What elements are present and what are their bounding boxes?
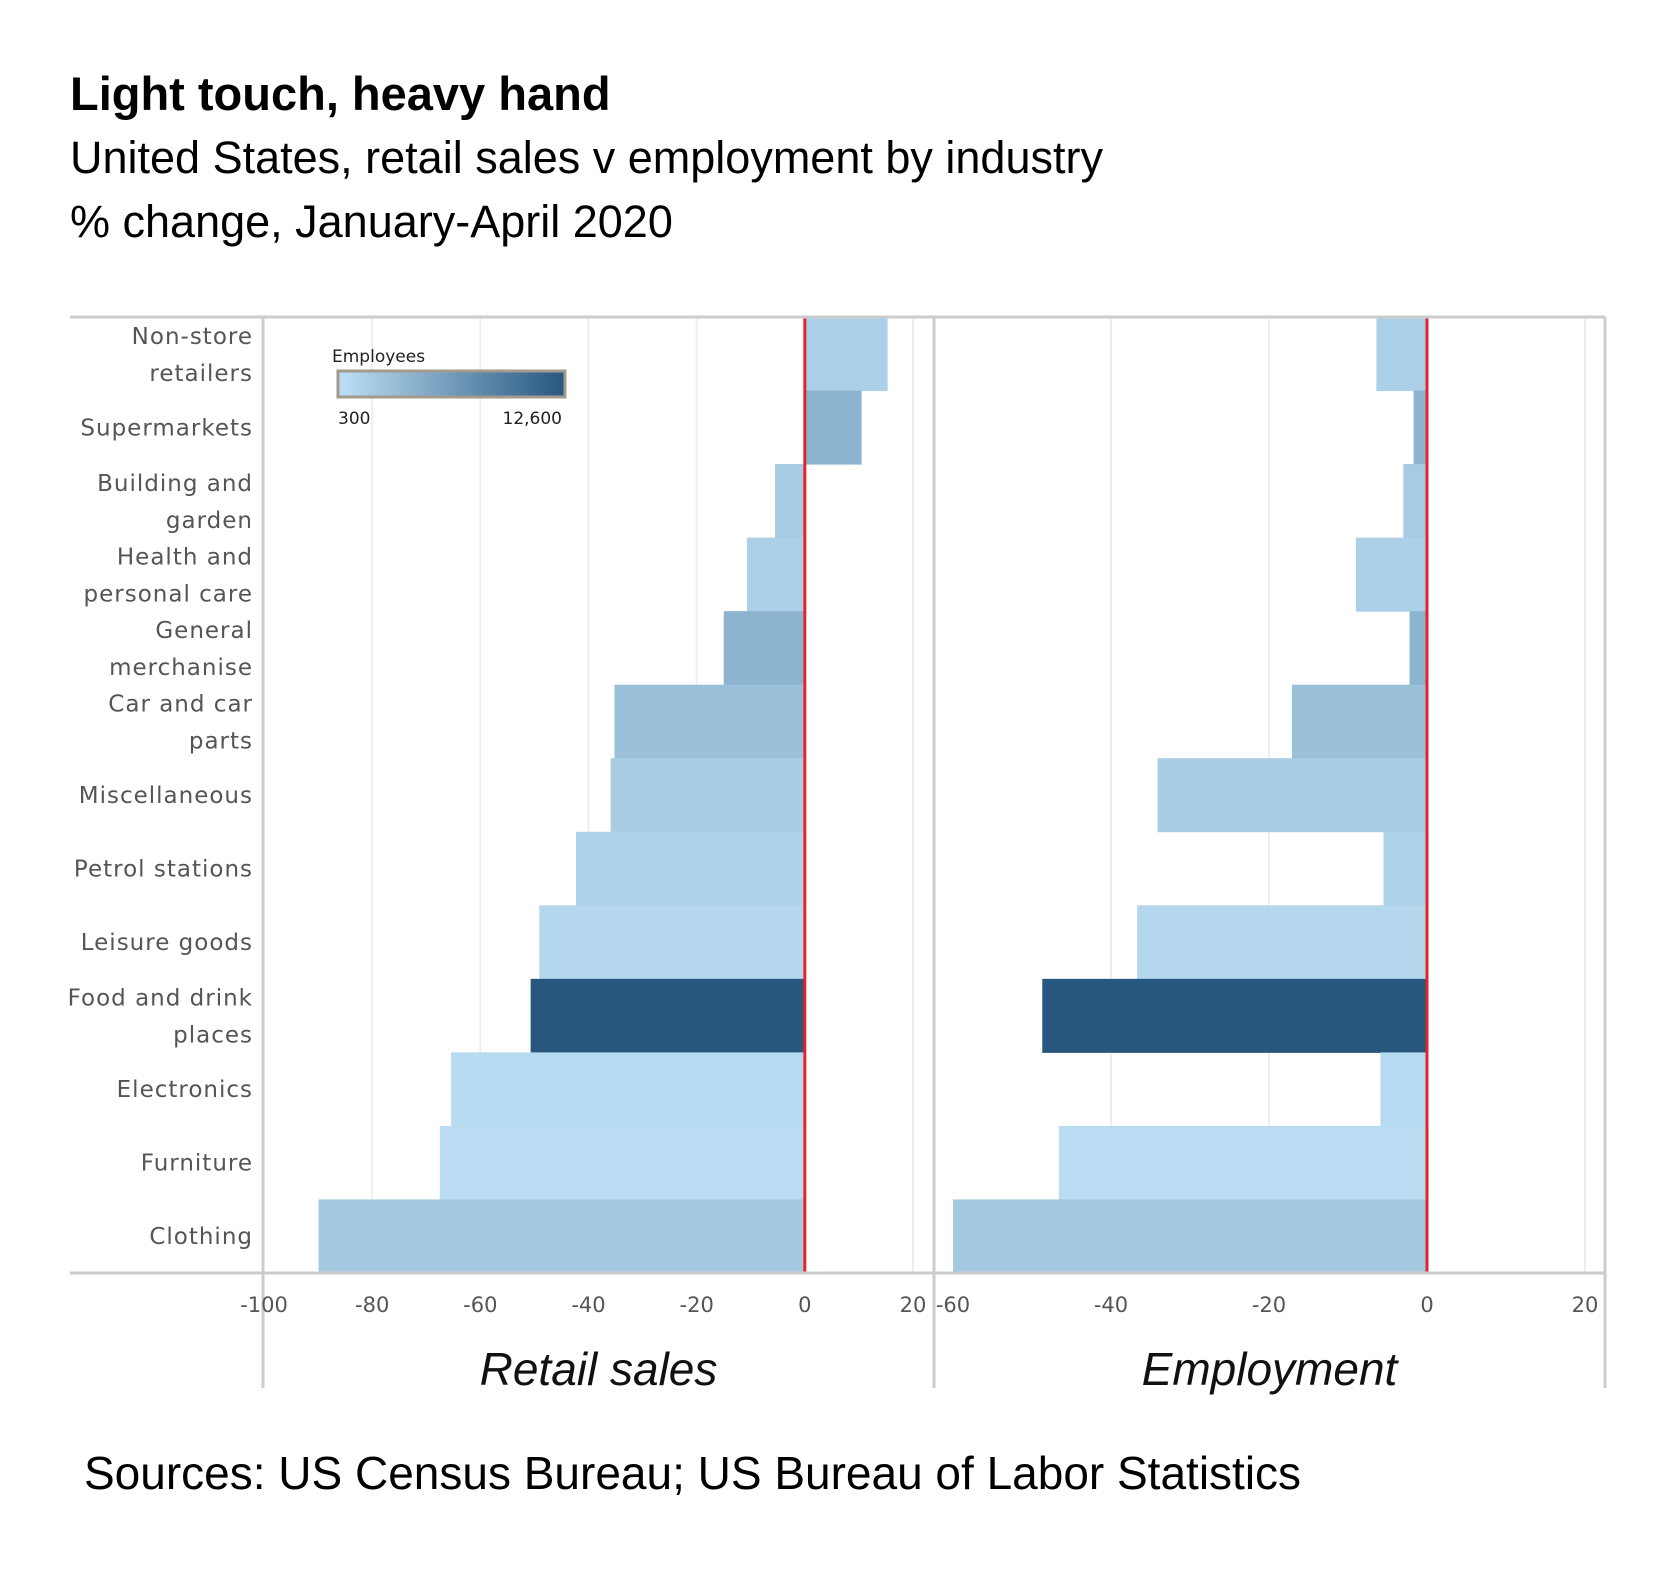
category-labels: Non-store retailers Supermarkets Building a… [68, 324, 253, 1250]
x-tick-label: -60 [936, 1293, 970, 1317]
x-tick-label: -40 [571, 1293, 605, 1317]
bar-employment [1380, 1052, 1427, 1127]
category-label: Leisure goods [81, 930, 253, 956]
chart-source: Sources: US Census Bureau; US Bureau of … [84, 1447, 1302, 1499]
zero-lines [803, 317, 1429, 1273]
bar-employment [1042, 978, 1427, 1053]
x-tick-label: -100 [240, 1293, 288, 1317]
x-tick-label: -20 [680, 1293, 714, 1317]
x-tick-label: 20 [900, 1293, 927, 1317]
legend-gradient-bar [336, 369, 567, 399]
axis-ticks: -100 -80 -60 -40 -20 0 20 -60 -40 -20 0 20 [240, 1293, 1598, 1317]
bar-retail-sales [723, 611, 805, 686]
bar-retail-sales [439, 1125, 805, 1200]
category-label: Petrol stations [74, 857, 253, 883]
bar-employment [1413, 390, 1427, 465]
bar-retail-sales [804, 317, 888, 392]
panel-label: Employment [1142, 1343, 1400, 1395]
legend-max-label: 12,600 [503, 409, 562, 429]
legend-min-label: 300 [338, 409, 370, 429]
bar-employment [1291, 684, 1427, 759]
category-label: Miscellaneous [79, 783, 253, 809]
color-legend: Employees 300 12,600 [332, 347, 567, 429]
category-label: Clothing [149, 1224, 253, 1250]
category-label: Building and garden [97, 471, 253, 534]
bar-employment [1403, 464, 1427, 539]
x-tick-label: -60 [463, 1293, 497, 1317]
panel-label: Retail sales [480, 1343, 718, 1395]
x-tick-label: 0 [1420, 1293, 1433, 1317]
category-label: Health and personal care [84, 544, 253, 607]
bar-retail-sales [610, 758, 805, 833]
bar-retail-sales [451, 1052, 805, 1127]
category-label: Non-store retailers [132, 324, 253, 387]
bar-employment [1383, 831, 1427, 906]
bar-employment [1157, 758, 1427, 833]
chart-frame [70, 315, 1607, 1388]
category-label: Furniture [141, 1151, 253, 1177]
bar-employment [1058, 1125, 1427, 1200]
x-tick-label: -20 [1252, 1293, 1286, 1317]
x-tick-label: 0 [798, 1293, 811, 1317]
legend-title: Employees [332, 347, 425, 367]
x-tick-label: 20 [1572, 1293, 1599, 1317]
bar-retail-sales [804, 390, 862, 465]
bar-employment [953, 1199, 1427, 1274]
x-tick-label: -80 [355, 1293, 389, 1317]
bars [318, 317, 1427, 1274]
bar-retail-sales [539, 905, 805, 980]
bar-retail-sales [576, 831, 805, 906]
category-label: Car and car parts [108, 691, 253, 754]
category-label: Food and drink places [68, 986, 253, 1049]
bar-employment [1409, 611, 1427, 686]
bar-employment [1137, 905, 1427, 980]
chart-title: Light touch, heavy hand [70, 67, 611, 120]
bar-retail-sales [775, 464, 805, 539]
chart-subtitle: United States, retail sales v employment… [70, 132, 1103, 183]
bar-retail-sales [530, 978, 805, 1053]
category-label: General merchanise [109, 618, 253, 681]
bar-retail-sales [746, 537, 805, 612]
category-label: Electronics [117, 1077, 253, 1103]
x-tick-label: -40 [1094, 1293, 1128, 1317]
bar-employment [1355, 537, 1427, 612]
bar-retail-sales [614, 684, 805, 759]
category-label: Supermarkets [80, 415, 253, 441]
chart-unit-line: % change, January-April 2020 [70, 196, 673, 247]
bar-employment [1376, 317, 1427, 392]
panel-labels: Retail sales Employment [480, 1343, 1400, 1395]
bar-retail-sales [318, 1199, 805, 1274]
